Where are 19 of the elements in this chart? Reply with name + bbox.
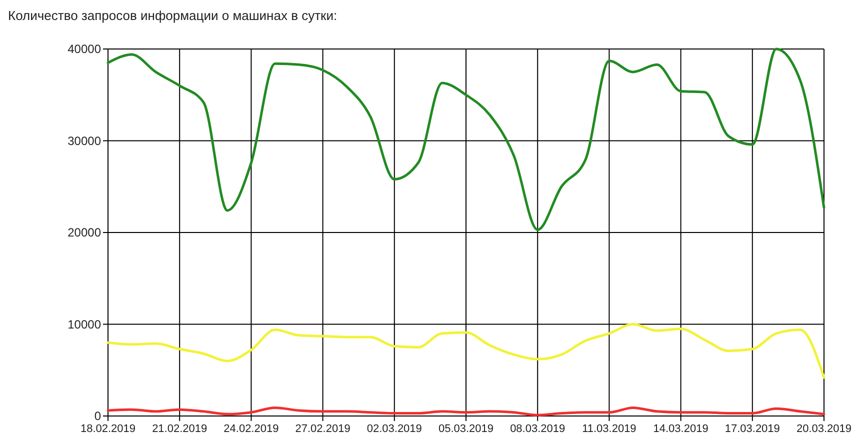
y-tick-label: 0 (94, 409, 102, 423)
chart-title: Количество запросов информации о машинах в сутки: (8, 8, 338, 23)
x-tick-label: 20.03.2019 (796, 423, 852, 435)
y-tick-label: 30000 (68, 134, 102, 148)
x-tick-label: 17.03.2019 (724, 423, 780, 435)
x-tick-label: 21.02.2019 (152, 423, 208, 435)
x-tick-label: 11.03.2019 (582, 423, 636, 435)
x-tick-label: 08.03.2019 (510, 423, 566, 435)
line-series (106, 323, 826, 379)
y-tick-label: 10000 (68, 317, 102, 332)
x-tick-label: 24.02.2019 (224, 423, 279, 435)
y-tick-label: 20000 (68, 226, 102, 240)
x-tick-label: 14.03.2019 (653, 423, 708, 435)
x-tick-label: 18.02.2019 (80, 423, 136, 435)
x-tick-label: 27.02.2019 (295, 423, 350, 435)
line-series (106, 406, 826, 416)
x-tick-label: 05.03.2019 (438, 423, 494, 435)
y-tick-label: 40000 (68, 42, 102, 56)
x-tick-label: 02.03.2019 (366, 423, 422, 435)
